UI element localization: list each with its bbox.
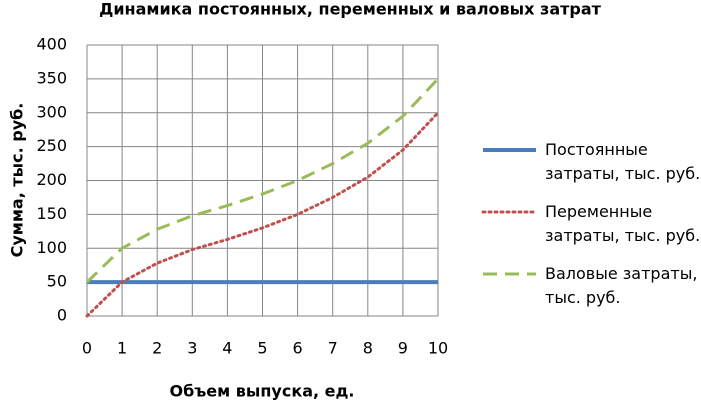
x-tick-label: 3 <box>187 339 197 358</box>
legend-label: Валовые затраты, тыс. руб. <box>545 264 698 307</box>
chart-title: Динамика постоянных, переменных и валовы… <box>99 0 602 19</box>
x-tick-label: 6 <box>293 339 303 358</box>
x-tick-label: 8 <box>363 339 373 358</box>
y-tick-label: 0 <box>57 306 67 325</box>
y-tick-label: 200 <box>36 170 67 189</box>
y-tick-label: 150 <box>36 204 67 223</box>
x-tick-label: 2 <box>152 339 162 358</box>
y-axis-label: Сумма, тыс. руб. <box>8 103 27 258</box>
x-tick-label: 9 <box>398 339 408 358</box>
y-tick-label: 250 <box>36 136 67 155</box>
x-tick-label: 5 <box>257 339 267 358</box>
x-tick-label: 1 <box>117 339 127 358</box>
x-tick-label: 10 <box>428 339 448 358</box>
legend-label: Постоянные затраты, тыс. руб. <box>545 140 701 183</box>
y-tick-label: 400 <box>36 35 67 54</box>
series-line <box>85 111 440 318</box>
series-line <box>85 77 440 284</box>
y-tick-label: 350 <box>36 68 67 87</box>
y-tick-label: 300 <box>36 102 67 121</box>
x-tick-label: 4 <box>222 339 232 358</box>
legend-label: Переменные затраты, тыс. руб. <box>545 202 701 245</box>
x-tick-label: 0 <box>82 339 92 358</box>
x-axis-label: Объем выпуска, ед. <box>169 382 354 401</box>
y-tick-label: 100 <box>36 238 67 257</box>
y-tick-label: 50 <box>47 272 67 291</box>
x-tick-label: 7 <box>328 339 338 358</box>
